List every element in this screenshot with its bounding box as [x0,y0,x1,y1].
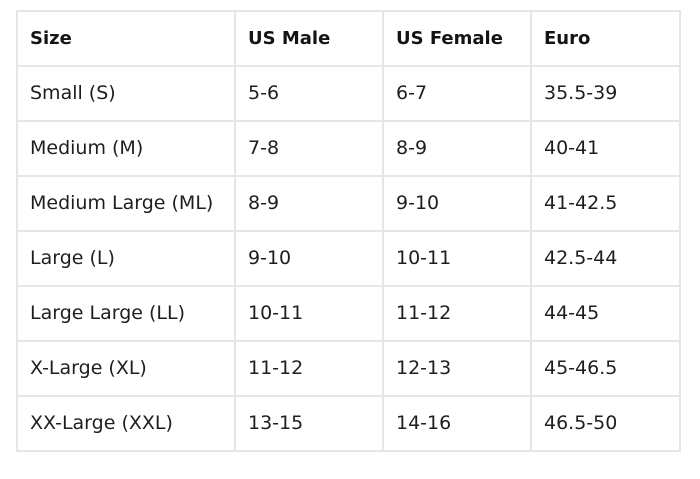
cell-size: XX-Large (XXL) [16,395,236,452]
cell-euro: 35.5-39 [530,65,681,122]
cell-us-male: 5-6 [234,65,384,122]
cell-us-female: 9-10 [382,175,532,232]
table-row: Medium (M) 7-8 8-9 40-41 [16,120,681,177]
header-euro: Euro [530,10,681,67]
cell-us-female: 6-7 [382,65,532,122]
header-us-female: US Female [382,10,532,67]
cell-euro: 45-46.5 [530,340,681,397]
cell-us-female: 12-13 [382,340,532,397]
table-row: XX-Large (XXL) 13-15 14-16 46.5-50 [16,395,681,452]
cell-euro: 46.5-50 [530,395,681,452]
cell-us-male: 7-8 [234,120,384,177]
cell-us-female: 11-12 [382,285,532,342]
cell-us-female: 14-16 [382,395,532,452]
table-row: Large (L) 9-10 10-11 42.5-44 [16,230,681,287]
cell-euro: 44-45 [530,285,681,342]
cell-euro: 41-42.5 [530,175,681,232]
cell-size: Medium (M) [16,120,236,177]
cell-euro: 40-41 [530,120,681,177]
size-chart-container: Size US Male US Female Euro Small (S) 5-… [16,10,681,452]
cell-euro: 42.5-44 [530,230,681,287]
table-header-row: Size US Male US Female Euro [16,10,681,67]
table-row: Large Large (LL) 10-11 11-12 44-45 [16,285,681,342]
header-us-male: US Male [234,10,384,67]
cell-us-male: 11-12 [234,340,384,397]
cell-size: Large (L) [16,230,236,287]
cell-us-male: 10-11 [234,285,384,342]
table-row: Medium Large (ML) 8-9 9-10 41-42.5 [16,175,681,232]
size-chart-table: Size US Male US Female Euro Small (S) 5-… [16,10,681,452]
header-size: Size [16,10,236,67]
cell-size: Large Large (LL) [16,285,236,342]
cell-us-male: 9-10 [234,230,384,287]
table-row: Small (S) 5-6 6-7 35.5-39 [16,65,681,122]
cell-size: Medium Large (ML) [16,175,236,232]
cell-us-female: 10-11 [382,230,532,287]
cell-us-female: 8-9 [382,120,532,177]
cell-size: Small (S) [16,65,236,122]
cell-us-male: 13-15 [234,395,384,452]
cell-us-male: 8-9 [234,175,384,232]
cell-size: X-Large (XL) [16,340,236,397]
table-row: X-Large (XL) 11-12 12-13 45-46.5 [16,340,681,397]
